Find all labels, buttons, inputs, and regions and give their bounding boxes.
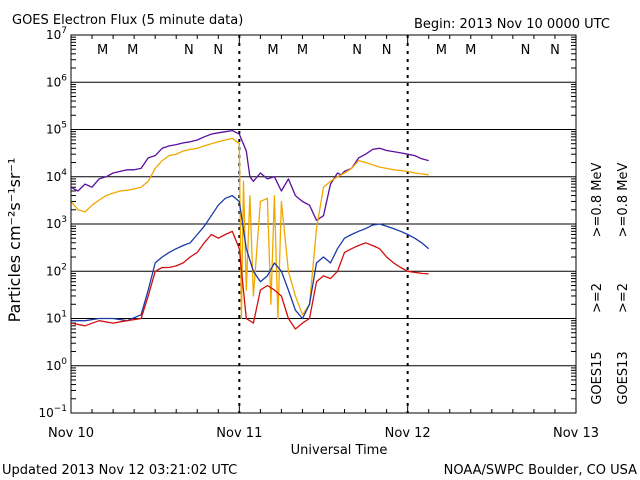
y-tick-label: 102: [46, 262, 67, 278]
x-tick-label: Nov 13: [553, 426, 599, 441]
legend-goes13-top: >=0.8 MeV: [616, 163, 631, 238]
legend-goes15-bottom: >=2: [590, 283, 605, 313]
y-tick-label: 106: [46, 73, 67, 89]
y-tick-label: 100: [46, 357, 67, 373]
marker-label: N: [382, 43, 392, 58]
series-line-2: [70, 137, 429, 320]
legend: >=0.8 MeV >=2 GOES15 >=0.8 MeV >=2 GOES1…: [590, 163, 631, 405]
series-line-3: [71, 194, 430, 322]
marker-label: M: [297, 43, 308, 58]
x-tick-label: Nov 11: [216, 426, 262, 441]
marker-label: M: [127, 43, 138, 58]
marker-label: N: [213, 43, 223, 58]
series-lines: [70, 129, 430, 330]
updated-timestamp: Updated 2013 Nov 12 03:21:02 UTC: [2, 463, 237, 478]
marker-label: M: [97, 43, 108, 58]
marker-label: N: [352, 43, 362, 58]
marker-label: M: [267, 43, 278, 58]
y-axis-label: Particles cm⁻²s⁻¹sr⁻¹: [5, 158, 24, 323]
marker-label: N: [550, 43, 560, 58]
legend-goes13-bottom: >=2: [616, 283, 631, 313]
marker-label: N: [521, 43, 531, 58]
x-tick-label: Nov 10: [48, 426, 94, 441]
source-credit: NOAA/SWPC Boulder, CO USA: [444, 463, 637, 478]
y-tick-label: 101: [46, 310, 67, 326]
y-tick-label: 10−1: [38, 404, 67, 420]
begin-time-label: Begin: 2013 Nov 10 0000 UTC: [414, 17, 610, 32]
legend-goes15-sat: GOES15: [590, 351, 605, 404]
y-tick-label: 107: [46, 26, 67, 42]
marker-label: M: [436, 43, 447, 58]
chart-title: GOES Electron Flux (5 minute data): [12, 13, 243, 28]
marker-label: N: [184, 43, 194, 58]
y-tick-label: 104: [46, 168, 67, 184]
series-line-1: [70, 129, 429, 221]
series-line-4: [70, 230, 429, 330]
x-axis-label: Universal Time: [291, 443, 388, 458]
x-tick-label: Nov 12: [385, 426, 431, 441]
marker-label: M: [465, 43, 476, 58]
y-tick-label: 103: [46, 215, 67, 231]
legend-goes15-top: >=0.8 MeV: [590, 163, 605, 238]
x-axis-ticks: Nov 10 Nov 11 Nov 12 Nov 13: [48, 35, 599, 441]
y-tick-label: 105: [46, 121, 67, 137]
legend-goes13-sat: GOES13: [616, 351, 631, 404]
